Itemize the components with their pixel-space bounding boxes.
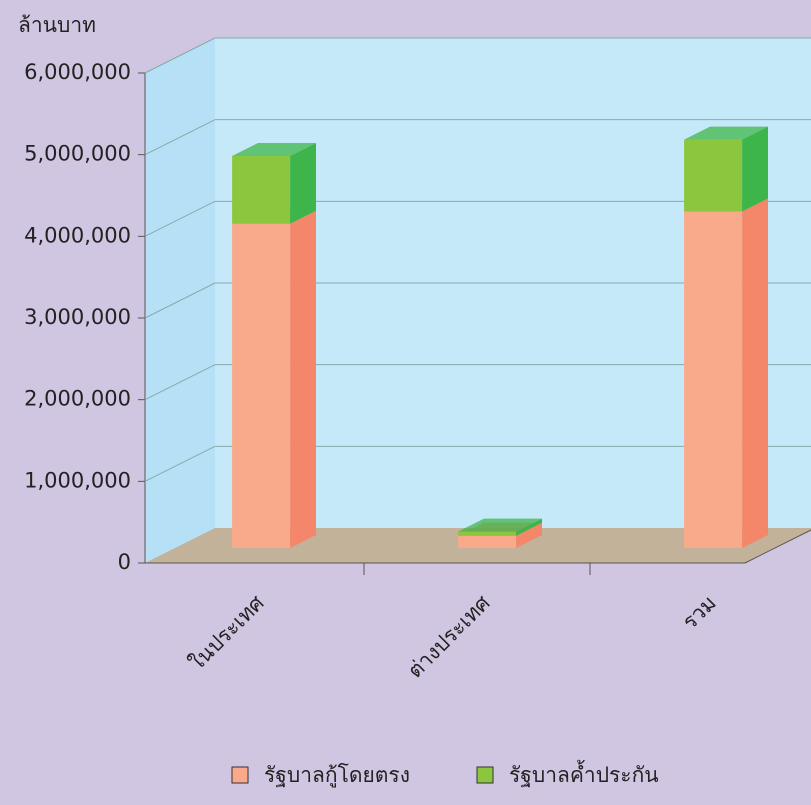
bar-top [232,143,316,156]
floor-edge [744,529,811,564]
y-axis-label: ล้านบาท [18,13,96,37]
y-tick-label: 2,000,000 [24,387,131,411]
bar-top [684,126,768,140]
bar-segment [232,210,316,548]
bar-side [516,518,542,536]
bar-front [684,211,743,548]
y-tick-label: 6,000,000 [24,60,131,84]
bar-top [458,518,542,532]
y-tick-label: 3,000,000 [24,305,131,329]
y-tick-label: 1,000,000 [24,468,131,492]
bar-front [232,223,291,548]
y-tick-label: 5,000,000 [24,142,131,166]
bar-front [232,155,291,224]
bar-side [290,210,316,548]
grid-line [144,282,216,319]
grid-line [144,119,216,156]
bar-side [516,522,542,548]
grid-line [144,37,216,74]
bar-segment [684,126,768,212]
grid-line [144,200,216,237]
bar-side [742,198,768,548]
grid-line [144,364,216,401]
legend-label: รัฐบาลค้ำประกัน [509,760,659,787]
bar-segment [458,518,542,536]
y-tick-label: 4,000,000 [24,223,131,247]
legend-swatch [476,766,494,784]
bar-front [458,531,517,536]
bar-segment [232,143,316,224]
bar-segment [684,198,768,548]
bar-side [742,126,768,212]
grid-line [144,445,216,482]
legend-swatch [231,766,249,784]
bar-front [458,535,517,548]
bar-side [290,143,316,224]
y-tick-label: 0 [118,550,131,574]
bar-front [684,139,743,212]
legend-label: รัฐบาลกู้โดยตรง [264,763,410,788]
